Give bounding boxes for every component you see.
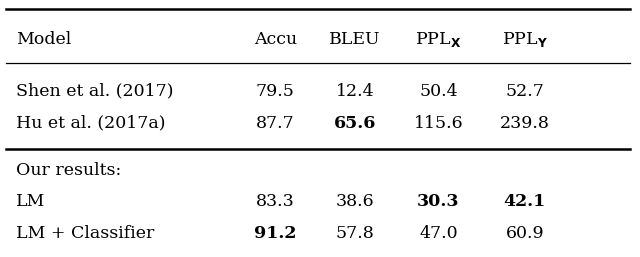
Text: LM + Classifier: LM + Classifier <box>16 225 154 242</box>
Text: 47.0: 47.0 <box>419 225 458 242</box>
Text: Model: Model <box>16 31 71 48</box>
Text: 239.8: 239.8 <box>500 115 550 132</box>
Text: 52.7: 52.7 <box>506 83 544 100</box>
Text: Accu: Accu <box>253 31 297 48</box>
Text: 87.7: 87.7 <box>256 115 294 132</box>
Text: Hu et al. (2017a): Hu et al. (2017a) <box>16 115 166 132</box>
Text: 42.1: 42.1 <box>504 193 546 210</box>
Text: PPL$_\mathbf{Y}$: PPL$_\mathbf{Y}$ <box>502 30 548 49</box>
Text: PPL$_\mathbf{X}$: PPL$_\mathbf{X}$ <box>415 30 461 49</box>
Text: 50.4: 50.4 <box>419 83 458 100</box>
Text: 30.3: 30.3 <box>417 193 460 210</box>
Text: 79.5: 79.5 <box>256 83 294 100</box>
Text: 65.6: 65.6 <box>334 115 376 132</box>
Text: BLEU: BLEU <box>330 31 381 48</box>
Text: Shen et al. (2017): Shen et al. (2017) <box>16 83 173 100</box>
Text: 60.9: 60.9 <box>506 225 544 242</box>
Text: 115.6: 115.6 <box>413 115 463 132</box>
Text: LM: LM <box>16 193 45 210</box>
Text: 12.4: 12.4 <box>336 83 374 100</box>
Text: 83.3: 83.3 <box>256 193 294 210</box>
Text: 57.8: 57.8 <box>336 225 374 242</box>
Text: 38.6: 38.6 <box>336 193 374 210</box>
Text: 91.2: 91.2 <box>254 225 296 242</box>
Text: Our results:: Our results: <box>16 162 121 179</box>
